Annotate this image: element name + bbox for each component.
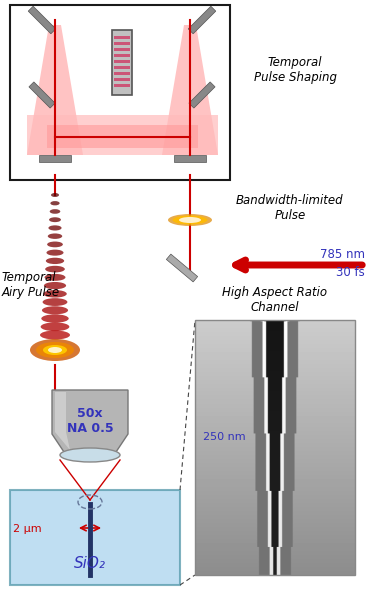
Text: 30 fs: 30 fs [336,265,365,278]
Polygon shape [27,25,83,155]
Text: Bandwidth-limited
Pulse: Bandwidth-limited Pulse [236,194,344,222]
Ellipse shape [50,201,60,205]
Text: 250 nm: 250 nm [203,432,246,442]
Text: 785 nm: 785 nm [320,248,365,262]
Polygon shape [188,6,216,34]
Text: SiO₂: SiO₂ [74,556,106,571]
Ellipse shape [48,233,62,239]
Bar [112,30,132,95]
Bar [114,78,130,81]
Bar [114,60,130,63]
Ellipse shape [36,342,74,358]
Ellipse shape [41,314,69,323]
Ellipse shape [47,250,64,256]
Text: Temporal
Pulse Shaping: Temporal Pulse Shaping [253,56,336,84]
Bar [195,320,355,575]
Bar [10,5,230,180]
Polygon shape [55,392,70,450]
Ellipse shape [41,322,69,331]
Polygon shape [52,390,128,452]
Polygon shape [47,125,198,148]
Ellipse shape [51,193,59,197]
Ellipse shape [43,298,67,306]
Ellipse shape [48,226,61,230]
Bar [114,54,130,57]
Ellipse shape [44,282,66,289]
Polygon shape [29,82,55,108]
Text: 2 μm: 2 μm [13,524,41,534]
Ellipse shape [40,331,70,340]
Ellipse shape [60,448,120,462]
Ellipse shape [47,242,63,247]
Ellipse shape [42,306,68,314]
Ellipse shape [43,290,67,298]
Bar [114,84,130,87]
Ellipse shape [43,345,67,355]
Text: High Aspect Ratio
Channel: High Aspect Ratio Channel [222,286,327,314]
Polygon shape [189,82,215,108]
Ellipse shape [172,215,208,224]
Bar [114,66,130,69]
Ellipse shape [45,266,65,272]
Polygon shape [162,25,218,155]
Text: 50x
NA 0.5: 50x NA 0.5 [67,407,113,435]
Ellipse shape [49,217,61,222]
Ellipse shape [30,339,80,361]
Bar [114,36,130,39]
Bar [10,490,180,585]
Ellipse shape [48,347,62,353]
Bar [114,72,130,75]
Polygon shape [39,154,71,161]
Polygon shape [28,6,56,34]
Polygon shape [27,115,218,155]
Polygon shape [166,254,198,282]
Ellipse shape [50,209,60,214]
Bar [114,42,130,45]
Bar [114,48,130,51]
Polygon shape [174,154,206,161]
Ellipse shape [46,258,64,264]
Ellipse shape [179,217,201,223]
Text: Temporal
Airy Pulse: Temporal Airy Pulse [2,271,60,299]
Ellipse shape [44,274,65,281]
Ellipse shape [168,214,212,226]
